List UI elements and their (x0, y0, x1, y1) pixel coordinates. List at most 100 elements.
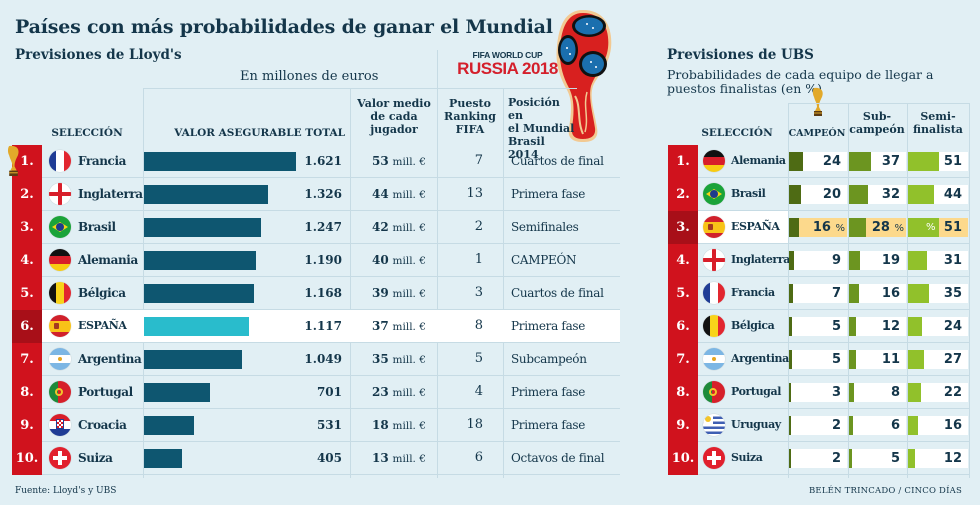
ubs-row-divider (697, 210, 969, 211)
flag-belgium-icon (49, 282, 71, 304)
lloyds-grid-line (437, 88, 577, 89)
lloyds-country-name: Portugal (78, 385, 133, 399)
lloyds-pos-2014: Subcampeón (511, 352, 587, 366)
ubs-semi-bar (908, 383, 921, 402)
campeon-trophy-icon (812, 87, 823, 116)
ubs-runner-bar (849, 317, 856, 336)
lloyds-row-divider (42, 177, 620, 178)
flag-spain-icon (703, 216, 725, 238)
ubs-rank: 8. (668, 376, 698, 409)
ubs-semi-value: 51 (943, 220, 962, 235)
ubs-champ-value: 7 (831, 286, 841, 301)
lloyds-country-name: Croacia (78, 418, 127, 432)
ubs-grid-line (788, 103, 969, 104)
ubs-semi-bar (908, 350, 924, 369)
ubs-champ-bar (789, 449, 791, 468)
lloyds-country-name: Suiza (78, 451, 113, 465)
ubs-country-name: Alemania (731, 154, 786, 167)
ubs-row-divider (697, 342, 969, 343)
lloyds-fifa-rank: 4 (474, 384, 483, 399)
ubs-country-name: Portugal (731, 385, 781, 398)
ubs-row-divider (697, 243, 969, 244)
ubs-champ-bar (789, 416, 791, 435)
ubs-row-divider (697, 441, 969, 442)
lloyds-country-name: Argentina (78, 352, 142, 366)
lloyds-fifa-rank: 13 (466, 186, 483, 201)
flag-croatia-icon (49, 414, 71, 436)
lloyds-row-divider (42, 441, 620, 442)
lloyds-avg-value: 42 mill. € (372, 220, 426, 234)
lloyds-avg-value: 53 mill. € (372, 154, 426, 168)
ubs-champ-bar (789, 350, 792, 369)
ubs-cell-bg (849, 383, 906, 402)
lloyds-pos-2014: Primera fase (511, 385, 586, 399)
lloyds-country-name: Alemania (78, 253, 138, 267)
ubs-cell-bg (789, 284, 847, 303)
flag-spain-icon (49, 315, 71, 337)
lloyds-grid-line (143, 88, 437, 89)
ubs-rank: 5. (668, 277, 698, 310)
lloyds-country-name: Bélgica (78, 286, 126, 300)
lloyds-value-bar (144, 416, 194, 435)
ubs-champ-value: 3 (831, 385, 841, 400)
lloyds-rank: 2. (12, 178, 42, 211)
lloyds-value-bar (144, 218, 261, 237)
lloyds-rank: 7. (12, 343, 42, 376)
lloyds-value-bar (144, 152, 296, 171)
ubs-cell-bg (908, 383, 968, 402)
lloyds-row-divider (42, 408, 620, 409)
lloyds-row-divider (42, 375, 620, 376)
ubs-rank: 6. (668, 310, 698, 343)
ubs-semi-value: 31 (943, 253, 962, 268)
logo-big-text: RUSSIA 2018 (457, 59, 558, 78)
flag-switzerland-icon (49, 447, 71, 469)
ubs-cell-bg (789, 383, 847, 402)
ubs-grid-line (907, 103, 908, 478)
lloyds-avg-value: 35 mill. € (372, 352, 426, 366)
lloyds-pos-2014: Primera fase (511, 418, 586, 432)
ubs-runner-bar (849, 383, 854, 402)
ubs-semi-bar (908, 416, 918, 435)
lloyds-fifa-rank: 1 (474, 252, 483, 267)
ubs-runner-value: 32 (881, 187, 900, 202)
lloyds-total-value: 1.117 (304, 319, 342, 333)
lloyds-row-divider (42, 309, 620, 310)
ubs-grid-line (848, 103, 849, 478)
source-note: Fuente: Lloyd's y UBS (15, 486, 117, 496)
ubs-cell-bg (849, 284, 906, 303)
ubs-semi-value: 24 (943, 319, 962, 334)
ubs-rank: 1. (668, 145, 698, 178)
ubs-row-divider (697, 375, 969, 376)
ubs-cell-bg (849, 251, 906, 270)
ubs-cell-bg (908, 317, 968, 336)
lloyds-row-divider (42, 243, 620, 244)
ubs-runner-bar (849, 185, 868, 204)
ubs-semi-bar (908, 152, 939, 171)
ubs-cell-bg (789, 449, 847, 468)
ubs-country-name: ESPAÑA (731, 220, 780, 233)
lloyds-total-value: 701 (316, 385, 342, 399)
ubs-rank: 3. (668, 211, 698, 244)
ubs-runner-value: 37 (881, 154, 900, 169)
lloyds-grid-line (143, 88, 144, 478)
ubs-header-seleccion: SELECCIÓN (701, 127, 773, 139)
ubs-cell-bg (789, 416, 847, 435)
lloyds-grid-line (437, 50, 438, 478)
ubs-runner-bar (849, 350, 856, 369)
logo-small-text: FIFA WORLD CUP (472, 50, 543, 60)
lloyds-total-value: 1.190 (304, 253, 342, 267)
ubs-cell-bg (908, 416, 968, 435)
lloyds-row-divider (42, 210, 620, 211)
lloyds-grid-line (350, 88, 351, 478)
lloyds-country-name: Brasil (78, 220, 116, 234)
lloyds-value-bar (144, 284, 254, 303)
lloyds-fifa-rank: 8 (474, 318, 483, 333)
lloyds-country-name: Inglaterra (78, 187, 143, 201)
ubs-champ-value: 24 (822, 154, 841, 169)
ubs-champ-bar (789, 218, 799, 237)
ubs-runner-bar (849, 284, 859, 303)
ubs-champ-value: 9 (831, 253, 841, 268)
lloyds-pos-2014: CAMPEÓN (511, 253, 577, 267)
lloyds-avg-value: 23 mill. € (372, 385, 426, 399)
lloyds-total-value: 1.621 (304, 154, 342, 168)
